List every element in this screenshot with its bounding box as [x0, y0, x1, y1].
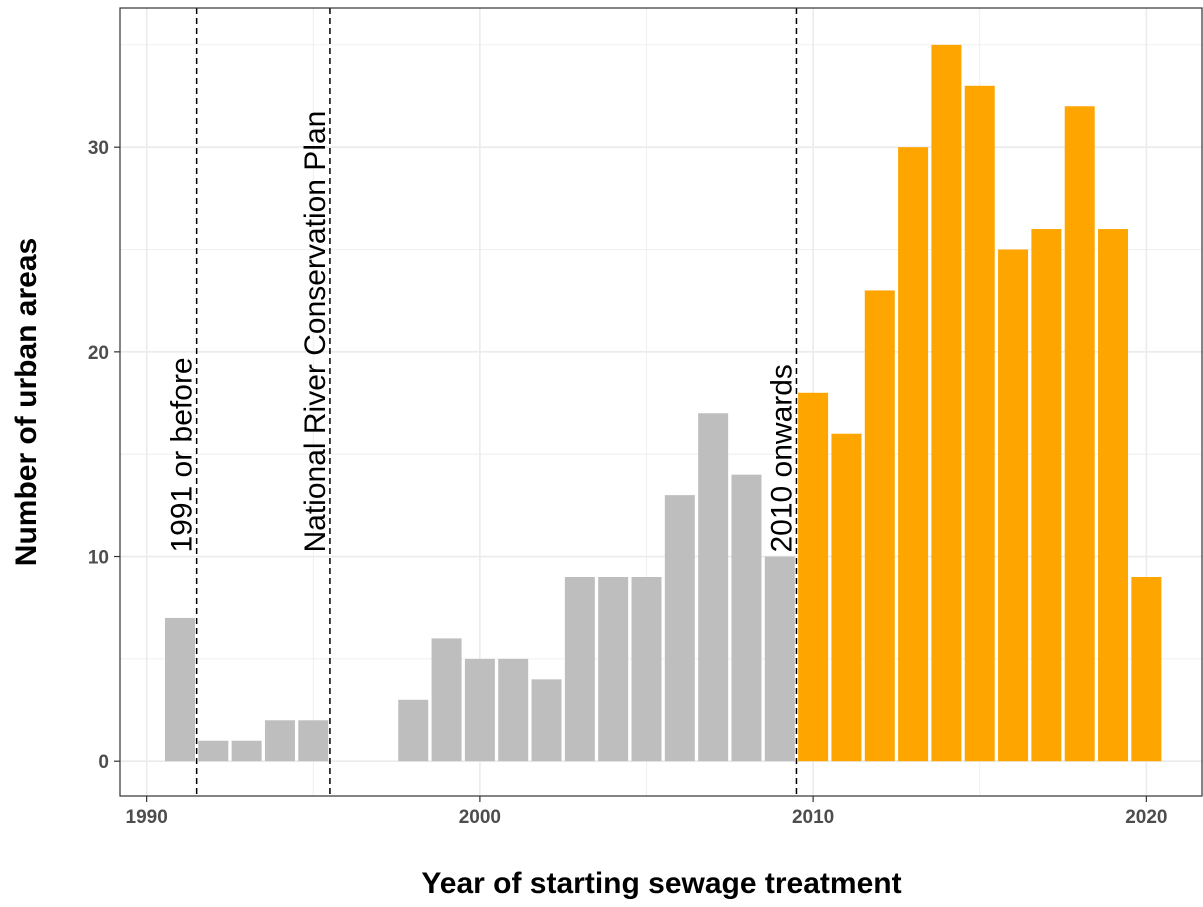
bar-2012	[864, 290, 895, 762]
bar-2019	[1098, 229, 1129, 762]
bar-2002	[531, 679, 562, 762]
panel-border	[119, 7, 1203, 797]
x-tick-label: 1990	[126, 807, 168, 828]
x-axis: 1990 2000 2010 2020	[126, 796, 1167, 828]
reference-lines: 1991 or before National River Conservatio…	[166, 8, 798, 796]
x-tick-label: 2000	[459, 807, 501, 828]
bar-2007	[698, 413, 729, 762]
bar-1993	[231, 740, 262, 762]
bar-2008	[731, 474, 762, 762]
bar-1994	[264, 720, 295, 762]
bar-1992	[198, 740, 229, 762]
bar-2000	[464, 658, 495, 762]
bar-2015	[964, 85, 995, 762]
bar-2004	[598, 576, 629, 762]
y-axis-title: Number of urban areas	[10, 238, 43, 566]
bar-2009	[764, 556, 795, 762]
y-tick-label: 30	[88, 138, 109, 159]
bar-2016	[998, 249, 1029, 762]
y-tick-label: 10	[88, 548, 109, 569]
x-tick-label: 2020	[1125, 807, 1167, 828]
bar-2001	[498, 658, 529, 762]
bar-2020	[1131, 576, 1162, 762]
x-axis-title: Year of starting sewage treatment	[421, 867, 901, 900]
bar-2010	[798, 392, 829, 762]
vline-label-2: National River Conservation Plan	[299, 111, 332, 553]
bar-2011	[831, 433, 862, 762]
y-axis: 0 10 20 30	[88, 138, 120, 773]
y-tick-label: 0	[98, 752, 109, 773]
bar-2003	[564, 576, 595, 762]
bars	[164, 44, 1162, 762]
bar-1991	[164, 617, 195, 762]
bar-2018	[1064, 106, 1095, 762]
x-tick-label: 2010	[792, 807, 834, 828]
bar-1995	[298, 720, 329, 762]
bar-2014	[931, 44, 962, 762]
bar-2005	[631, 576, 662, 762]
bar-2017	[1031, 229, 1062, 762]
y-tick-label: 20	[88, 343, 109, 364]
vline-label-1: 1991 or before	[166, 357, 199, 552]
bar-1999	[431, 638, 462, 762]
bar-2013	[898, 147, 929, 762]
bar-2006	[664, 495, 695, 762]
bar-1998	[398, 699, 429, 762]
vline-label-3: 2010 onwards	[765, 364, 798, 552]
